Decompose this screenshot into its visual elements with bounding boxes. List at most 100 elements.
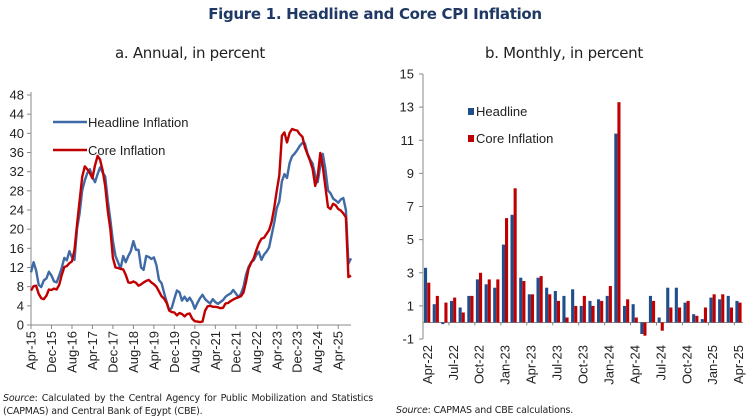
y-tick-label: 3 [407, 265, 414, 280]
source-note-a: Source: Calculated by the Central Agency… [3, 392, 373, 418]
x-tick-label: Apr-21 [208, 331, 223, 370]
bar-headline [484, 284, 488, 323]
x-tick-label: Dec-17 [105, 331, 120, 373]
y-tick-label: 40 [10, 126, 24, 141]
bar-headline [640, 322, 644, 334]
bar-core [703, 307, 707, 323]
bar-headline [536, 277, 540, 323]
x-tick-label: Aug-16 [64, 331, 79, 373]
bar-core [461, 312, 465, 323]
bar-headline [614, 133, 618, 323]
bar-core [660, 322, 664, 331]
bar-core [453, 297, 457, 323]
bar-core [712, 294, 716, 323]
bar-core [548, 294, 552, 323]
bar-core [479, 272, 483, 323]
bar-headline [571, 289, 575, 323]
bar-headline [467, 295, 471, 323]
bar-core [435, 295, 439, 323]
bar-core [634, 317, 638, 323]
bar-headline [501, 244, 505, 323]
bar-headline [553, 291, 557, 323]
bar-headline [510, 214, 514, 323]
y-tick-label: 7 [407, 199, 414, 214]
y-tick-label: 36 [10, 145, 24, 160]
series-line-headline [29, 141, 353, 312]
source-text-b: : CAPMAS and CBE calculations. [427, 405, 574, 416]
legend-headline-label: Headline Inflation [88, 115, 188, 130]
bar-headline [674, 287, 678, 323]
legend-core-swatch [468, 135, 474, 142]
bar-core [487, 279, 491, 323]
x-tick-label: Jul-23 [550, 345, 565, 380]
x-tick-label: Apr-23 [269, 331, 284, 370]
bar-headline [735, 300, 739, 323]
bar-core [608, 286, 612, 323]
bar-core [539, 276, 543, 323]
figure-title: Figure 1. Headline and Core CPI Inflatio… [208, 5, 542, 23]
bar-core [729, 307, 733, 323]
bar-core [738, 302, 742, 323]
bar-headline [458, 307, 462, 323]
bar-core [427, 282, 431, 323]
x-tick-label: Apr-25 [331, 331, 346, 370]
x-tick-label: Aug-20 [187, 331, 202, 373]
chart-a-title: a. Annual, in percent [115, 44, 265, 62]
bar-core [652, 300, 656, 323]
bar-headline [700, 319, 704, 323]
bar-headline [718, 299, 722, 323]
y-tick-label: 24 [10, 203, 24, 218]
y-tick-label: 12 [10, 260, 24, 275]
x-tick-label: Jan-25 [705, 345, 720, 385]
chart-b-title: b. Monthly, in percent [485, 44, 643, 62]
y-tick-label: 8 [17, 279, 24, 294]
bar-core [505, 218, 509, 323]
y-tick-label: 1 [407, 298, 414, 313]
y-tick-label: 4 [17, 298, 24, 313]
x-tick-label: Dec-19 [167, 331, 182, 373]
y-tick-label: 11 [401, 133, 415, 148]
bar-headline [605, 295, 609, 323]
legend-headline-swatch [468, 108, 474, 115]
y-tick-label: -1 [402, 332, 414, 347]
x-tick-label: Oct-23 [576, 345, 591, 384]
y-tick-label: 16 [10, 241, 24, 256]
bar-headline [441, 322, 445, 325]
legend-core-label: Core Inflation [476, 131, 553, 146]
bar-headline [726, 295, 730, 323]
x-tick-label: Apr-23 [524, 345, 539, 384]
y-tick-label: 44 [10, 107, 24, 122]
bar-headline [493, 287, 497, 323]
legend-core-label: Core Inflation [88, 143, 165, 158]
y-tick-label: 13 [400, 100, 414, 115]
bar-headline [692, 314, 696, 323]
bar-headline [475, 279, 479, 323]
x-tick-label: Apr-24 [627, 345, 642, 384]
bar-headline [450, 300, 454, 323]
x-tick-label: Apr-15 [24, 331, 39, 370]
x-tick-label: Aug-18 [126, 331, 141, 373]
bar-headline [527, 294, 531, 323]
y-tick-label: 15 [400, 67, 414, 82]
x-tick-label: Dec-15 [44, 331, 59, 373]
bar-core [617, 102, 621, 323]
y-tick-label: 5 [407, 232, 414, 247]
bar-core [582, 295, 586, 323]
bar-headline [623, 305, 627, 323]
source-text-a: : Calculated by the Central Agency for P… [3, 393, 373, 417]
y-tick-label: 20 [10, 222, 24, 237]
y-tick-label: 48 [10, 88, 24, 103]
bar-core [513, 188, 517, 323]
bar-core [522, 281, 526, 323]
bar-core [626, 299, 630, 323]
x-tick-label: Apr-17 [85, 331, 100, 370]
y-tick-label: 28 [10, 183, 24, 198]
x-tick-label: Dec-21 [228, 331, 243, 373]
bar-headline [597, 299, 601, 323]
bar-headline [579, 305, 583, 323]
bar-headline [424, 267, 428, 323]
y-tick-label: 0 [17, 318, 24, 333]
bar-headline [657, 317, 661, 323]
bar-core [695, 315, 699, 323]
